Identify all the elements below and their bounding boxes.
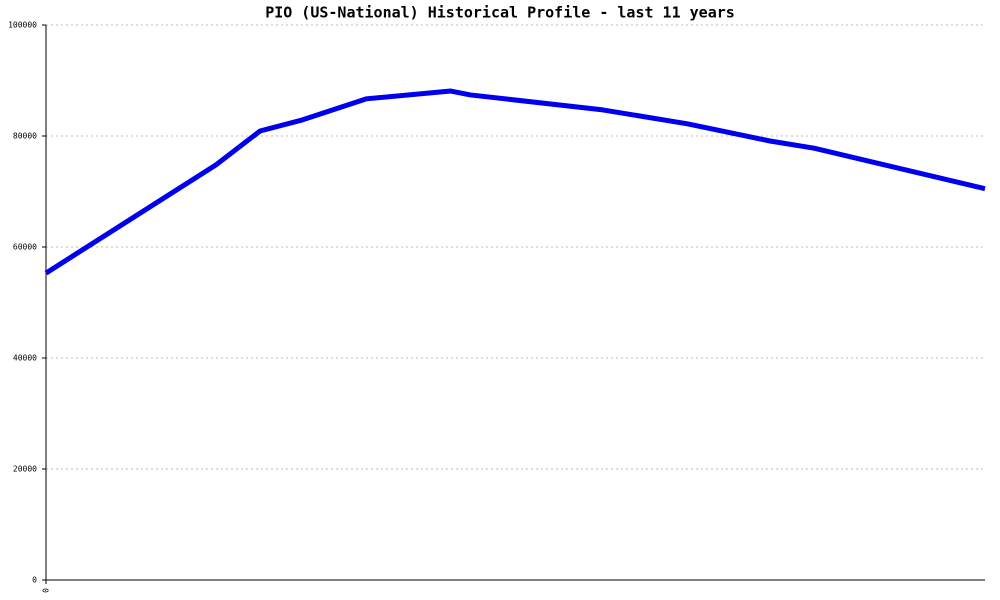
y-tick-label: 40000 (13, 354, 37, 363)
x-tick-label: 0 (42, 588, 51, 593)
y-tick-label: 20000 (13, 465, 37, 474)
y-tick-label: 100000 (8, 21, 37, 30)
chart-title: PIO (US-National) Historical Profile - l… (265, 4, 735, 22)
y-tick-label: 80000 (13, 132, 37, 141)
y-tick-label: 60000 (13, 243, 37, 252)
data-line (44, 88, 986, 276)
y-tick-label: 0 (32, 576, 37, 585)
